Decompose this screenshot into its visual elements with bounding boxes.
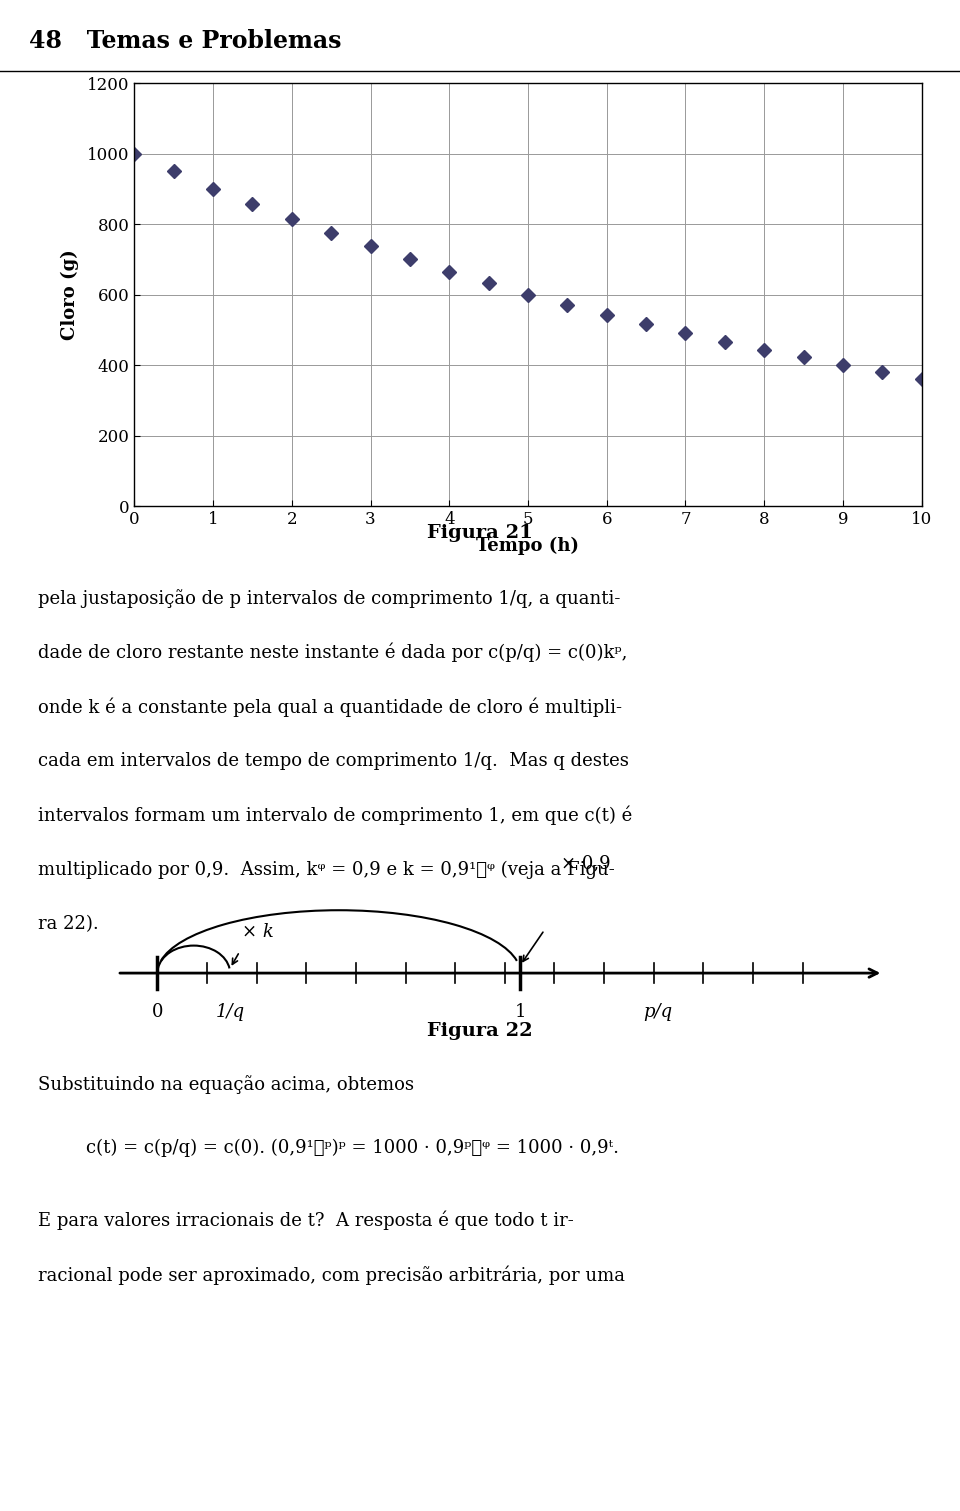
Text: 48   Temas e Problemas: 48 Temas e Problemas [29,29,342,53]
Y-axis label: Cloro (g): Cloro (g) [60,249,79,340]
Text: Substituindo na equação acima, obtemos: Substituindo na equação acima, obtemos [38,1076,415,1094]
Text: pela justaposição de p intervalos de comprimento 1/q, a quanti-: pela justaposição de p intervalos de com… [38,589,621,607]
Text: E para valores irracionais de t?  A resposta é que todo t ir-: E para valores irracionais de t? A respo… [38,1210,574,1230]
Text: Figura 22: Figura 22 [427,1021,533,1040]
Text: dade de cloro restante neste instante é dada por c(p/q) = c(0)kᵖ,: dade de cloro restante neste instante é … [38,642,628,662]
Text: c(t) = c(p/q) = c(0). (0,9¹ᐟᵖ)ᵖ = 1000 · 0,9ᵖᐟᵠ = 1000 · 0,9ᵗ.: c(t) = c(p/q) = c(0). (0,9¹ᐟᵖ)ᵖ = 1000 ·… [86,1138,619,1157]
Text: Figura 21: Figura 21 [427,524,533,542]
Text: ra 22).: ra 22). [38,916,99,934]
Text: racional pode ser aproximado, com precisão arbitrária, por uma: racional pode ser aproximado, com precis… [38,1265,625,1284]
Text: intervalos formam um intervalo de comprimento 1, em que c(t) é: intervalos formam um intervalo de compri… [38,805,633,825]
Text: 1: 1 [515,1003,526,1020]
Text: cada em intervalos de tempo de comprimento 1/q.  Mas q destes: cada em intervalos de tempo de comprimen… [38,752,629,771]
Text: 1/q: 1/q [215,1003,245,1020]
Text: 0: 0 [152,1003,163,1020]
X-axis label: Tempo (h): Tempo (h) [476,536,580,555]
Text: multiplicado por 0,9.  Assim, kᵠ = 0,9 e k = 0,9¹ᐟᵠ (veja a Figu-: multiplicado por 0,9. Assim, kᵠ = 0,9 e … [38,861,615,879]
Text: onde k é a constante pela qual a quantidade de cloro é multipli-: onde k é a constante pela qual a quantid… [38,697,622,716]
Text: p/q: p/q [643,1003,672,1020]
Text: × k: × k [242,923,274,941]
Text: × 0,9: × 0,9 [561,854,611,872]
